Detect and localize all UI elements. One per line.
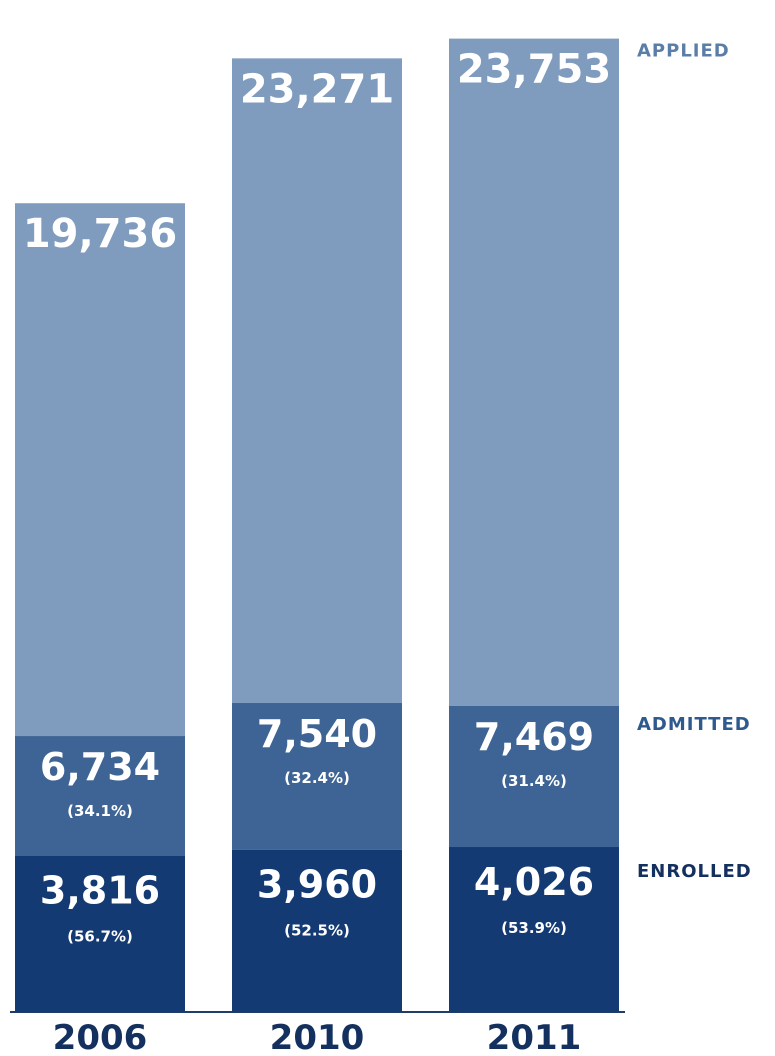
value-label-admitted-2011: 7,469 [474, 715, 594, 759]
bar-enrolled-2011 [449, 847, 619, 1012]
pct-label-admitted-2011: (31.4%) [501, 772, 567, 790]
bar-admitted-2011 [449, 705, 619, 848]
year-label-2010: 2010 [270, 1018, 365, 1056]
pct-label-admitted-2006: (34.1%) [67, 802, 133, 820]
bar-applied-2011 [449, 38, 619, 706]
value-label-applied-2011: 23,753 [457, 47, 611, 93]
value-label-enrolled-2010: 3,960 [257, 863, 377, 907]
bar-applied-2006 [15, 203, 185, 737]
pct-label-enrolled-2006: (56.7%) [67, 928, 133, 946]
bar-admitted-2010 [232, 703, 402, 850]
value-label-enrolled-2011: 4,026 [474, 860, 594, 904]
legend-group: APPLIED ADMITTED ENROLLED [637, 41, 752, 882]
pct-label-enrolled-2011: (53.9%) [501, 919, 567, 937]
bar-enrolled-2010 [232, 849, 402, 1012]
bar-applied-2010 [232, 58, 402, 704]
value-label-admitted-2006: 6,734 [40, 745, 160, 789]
year-label-2006: 2006 [53, 1018, 148, 1056]
legend-label-applied: APPLIED [637, 41, 730, 62]
bar-admitted-2006 [15, 736, 185, 856]
value-label-applied-2006: 19,736 [23, 211, 177, 257]
value-label-admitted-2010: 7,540 [257, 712, 377, 756]
pct-label-enrolled-2010: (52.5%) [284, 922, 350, 940]
bars-group [15, 38, 619, 1012]
year-label-2011: 2011 [487, 1018, 582, 1056]
pct-label-admitted-2010: (32.4%) [284, 769, 350, 787]
bar-enrolled-2006 [15, 855, 185, 1012]
value-label-enrolled-2006: 3,816 [40, 869, 160, 913]
value-label-applied-2010: 23,271 [240, 66, 394, 112]
legend-label-enrolled: ENROLLED [637, 861, 752, 882]
labels-group: 19,736 6,734 (34.1%) 3,816 (56.7%) 2006 23,271… [23, 47, 611, 1056]
legend-label-admitted: ADMITTED [637, 714, 751, 735]
